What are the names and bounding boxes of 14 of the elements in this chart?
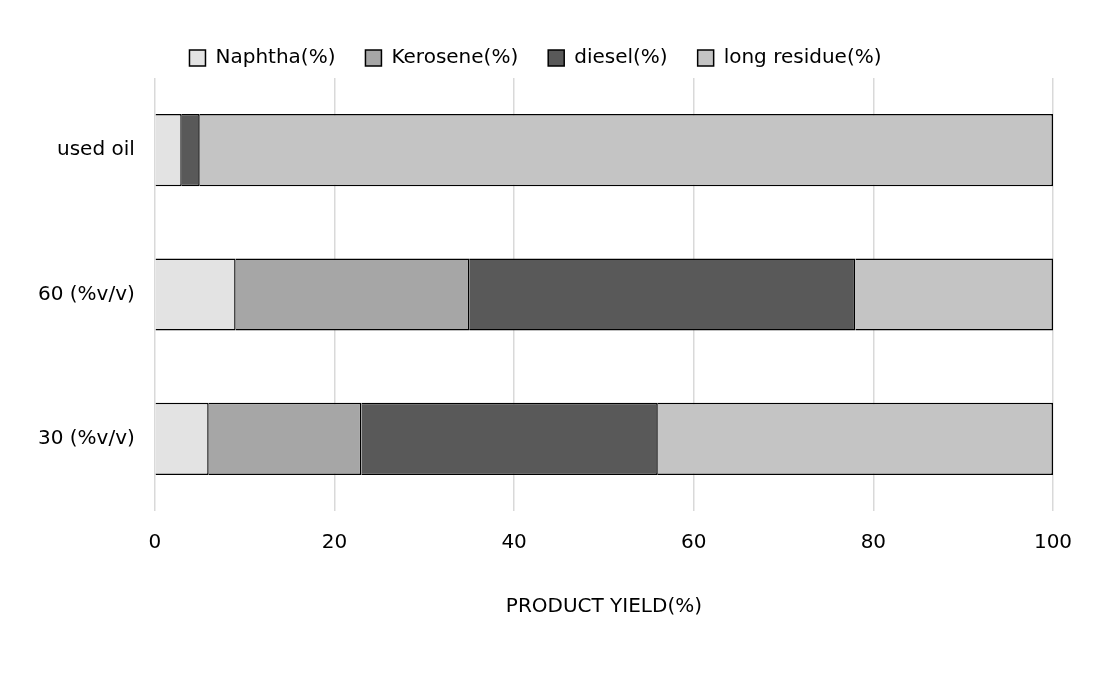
x-tick-label: 0 (148, 529, 162, 554)
x-axis-title: PRODUCT YIELD(%) (505, 593, 703, 618)
y-tick-label: 60 (%v/v) (38, 280, 135, 305)
x-tick-label: 20 (321, 529, 348, 554)
legend-label: diesel(%) (574, 44, 668, 69)
legend-label: long residue(%) (723, 44, 882, 69)
legend-label: Kerosene(%) (391, 44, 519, 69)
x-tick-label: 40 (501, 529, 527, 554)
x-tick-label: 100 (1033, 529, 1073, 554)
x-tick-label: 80 (860, 529, 887, 554)
x-tick-label: 60 (681, 529, 707, 554)
legend-label: Naphtha(%) (215, 44, 336, 69)
y-tick-label: 30 (%v/v) (38, 425, 135, 450)
y-tick-label: used oil (57, 136, 135, 161)
